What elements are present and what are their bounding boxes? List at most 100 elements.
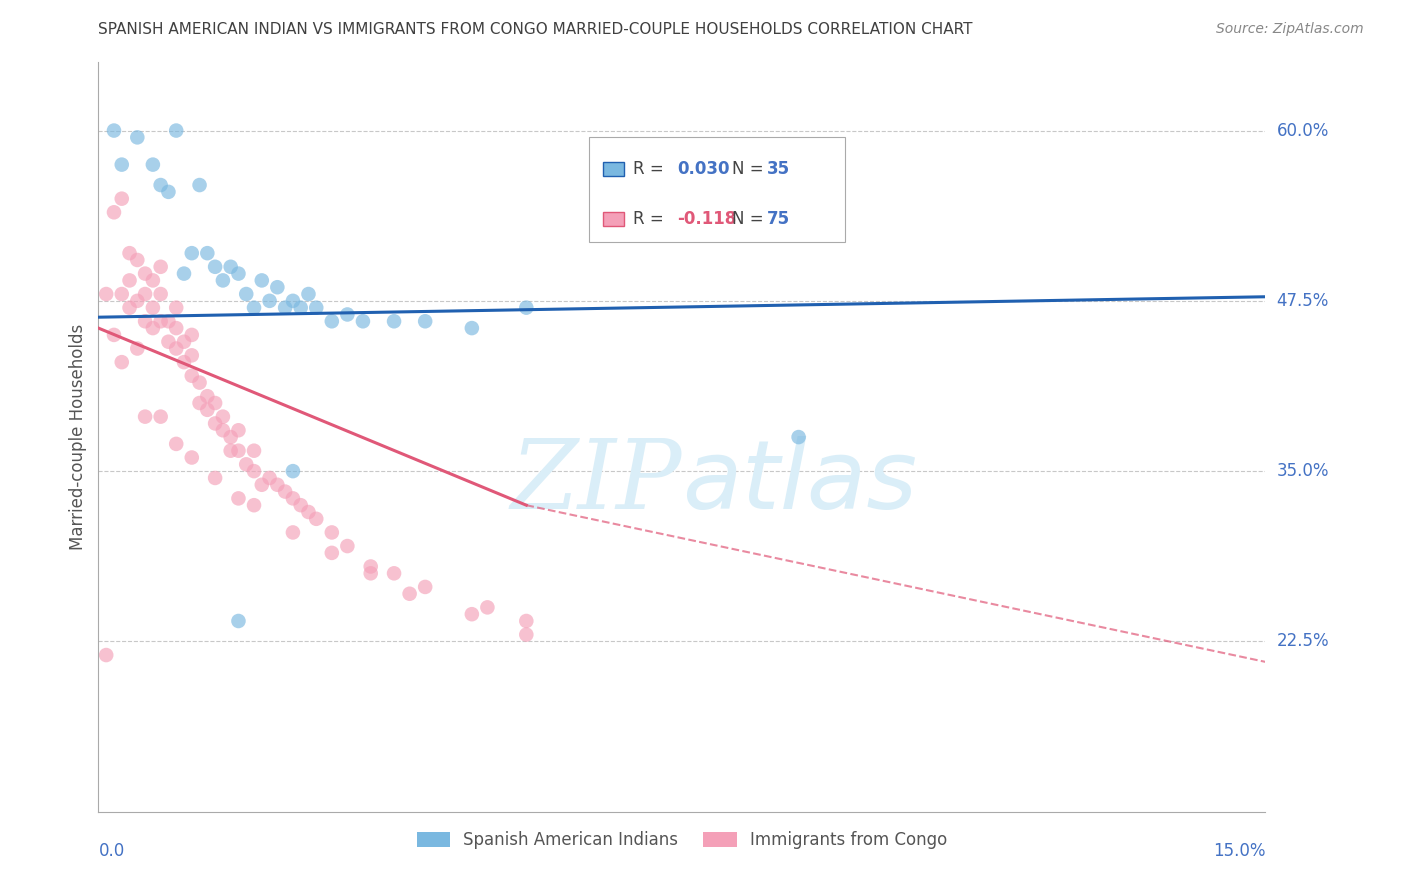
Point: [477, 600, 499, 615]
Point: [165, 301, 187, 315]
Text: ZIP: ZIP: [510, 435, 682, 529]
Point: [228, 491, 250, 506]
Text: 0.030: 0.030: [678, 160, 730, 178]
Point: [228, 443, 250, 458]
Point: [149, 178, 172, 192]
Point: [243, 498, 266, 512]
Point: [398, 587, 420, 601]
Point: [118, 301, 141, 315]
Point: [321, 546, 343, 560]
Point: [195, 389, 218, 403]
Text: R =: R =: [633, 160, 669, 178]
Point: [515, 301, 537, 315]
Point: [274, 484, 297, 499]
Point: [281, 491, 304, 506]
Point: [204, 396, 226, 410]
Point: [157, 334, 180, 349]
Point: [297, 505, 319, 519]
Point: [118, 273, 141, 287]
Point: [243, 464, 266, 478]
Point: [281, 525, 304, 540]
Point: [281, 293, 304, 308]
Point: [461, 607, 484, 622]
Text: 35.0%: 35.0%: [1277, 462, 1329, 480]
Point: [180, 246, 202, 260]
Point: [165, 342, 187, 356]
Text: 22.5%: 22.5%: [1277, 632, 1329, 650]
Point: [127, 130, 149, 145]
Point: [259, 293, 281, 308]
Point: [212, 423, 235, 437]
Text: 15.0%: 15.0%: [1213, 842, 1265, 860]
Point: [321, 314, 343, 328]
Text: N =: N =: [733, 160, 769, 178]
Point: [142, 273, 165, 287]
Point: [173, 334, 195, 349]
Point: [461, 321, 484, 335]
Point: [195, 402, 218, 417]
Point: [281, 464, 304, 478]
Point: [127, 252, 149, 267]
Point: [297, 287, 319, 301]
Bar: [603, 162, 624, 176]
Text: 47.5%: 47.5%: [1277, 292, 1329, 310]
Point: [134, 267, 156, 281]
Point: [321, 525, 343, 540]
Point: [360, 559, 382, 574]
Point: [134, 287, 156, 301]
Point: [180, 450, 202, 465]
Point: [103, 123, 125, 137]
Point: [111, 192, 134, 206]
Point: [266, 280, 288, 294]
Point: [142, 321, 165, 335]
Point: [111, 355, 134, 369]
Point: [219, 443, 242, 458]
Point: [157, 314, 180, 328]
Point: [243, 301, 266, 315]
Point: [305, 512, 328, 526]
Point: [134, 409, 156, 424]
Point: [180, 348, 202, 362]
Point: [127, 293, 149, 308]
Point: [266, 477, 288, 491]
Point: [382, 566, 405, 581]
Point: [204, 260, 226, 274]
Point: [336, 308, 359, 322]
Legend: Spanish American Indians, Immigrants from Congo: Spanish American Indians, Immigrants fro…: [411, 824, 953, 855]
Point: [259, 471, 281, 485]
Point: [134, 314, 156, 328]
Point: [204, 417, 226, 431]
Text: 60.0%: 60.0%: [1277, 121, 1329, 139]
Text: 75: 75: [768, 211, 790, 228]
Point: [149, 314, 172, 328]
Text: -0.118: -0.118: [678, 211, 737, 228]
Point: [165, 123, 187, 137]
Text: Source: ZipAtlas.com: Source: ZipAtlas.com: [1216, 22, 1364, 37]
Point: [250, 477, 273, 491]
Point: [180, 368, 202, 383]
Bar: [603, 212, 624, 226]
FancyBboxPatch shape: [589, 137, 845, 243]
Point: [515, 627, 537, 641]
Point: [235, 287, 257, 301]
Point: [188, 396, 211, 410]
Point: [352, 314, 374, 328]
Point: [103, 205, 125, 219]
Point: [157, 185, 180, 199]
Text: 35: 35: [768, 160, 790, 178]
Point: [212, 409, 235, 424]
Point: [204, 471, 226, 485]
Point: [96, 287, 118, 301]
Point: [290, 498, 312, 512]
Point: [336, 539, 359, 553]
Point: [382, 314, 405, 328]
Point: [96, 648, 118, 662]
Text: R =: R =: [633, 211, 669, 228]
Point: [149, 260, 172, 274]
Point: [111, 158, 134, 172]
Text: atlas: atlas: [682, 435, 917, 529]
Point: [228, 614, 250, 628]
Point: [165, 321, 187, 335]
Point: [142, 158, 165, 172]
Point: [219, 260, 242, 274]
